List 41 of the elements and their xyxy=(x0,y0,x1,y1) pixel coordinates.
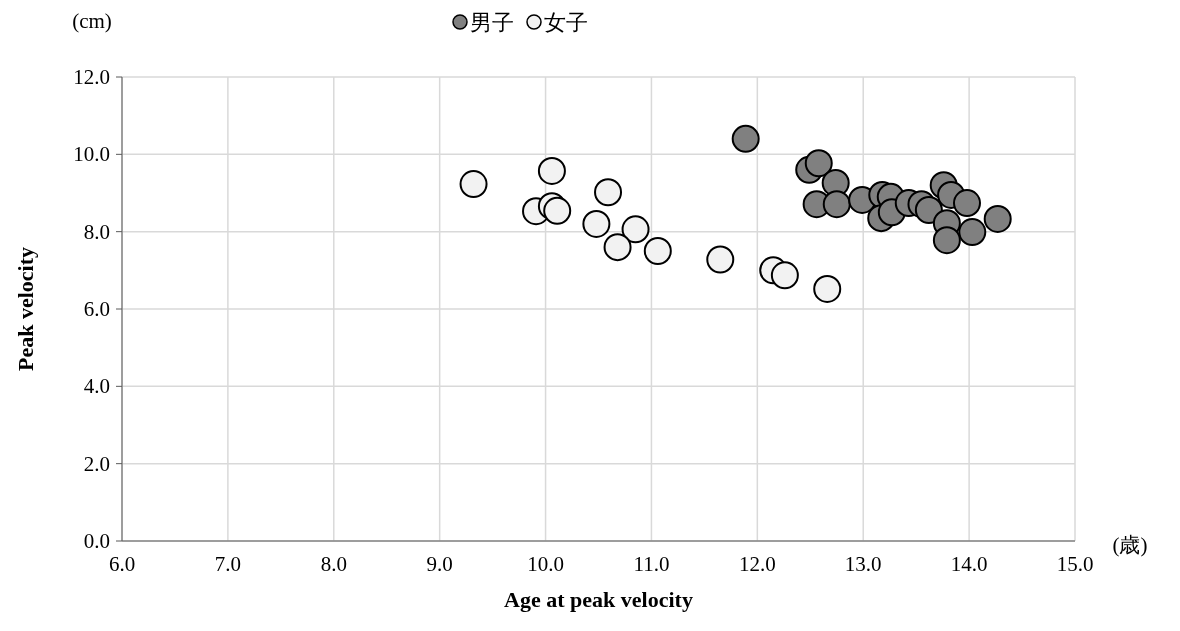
y-tick-label: 4.0 xyxy=(83,374,110,399)
point xyxy=(543,196,572,225)
x-axis-title: Age at peak velocity xyxy=(504,587,693,612)
x-tick-label: 7.0 xyxy=(214,552,242,576)
point xyxy=(822,190,851,219)
point xyxy=(537,156,566,185)
x-tick-label: 12.0 xyxy=(738,552,776,576)
point xyxy=(770,261,799,290)
point xyxy=(932,226,961,255)
y-tick-label: 0.0 xyxy=(83,529,110,553)
point xyxy=(731,124,760,153)
legend-label: 男子 xyxy=(470,10,514,35)
x-tick-label: 13.0 xyxy=(844,552,882,576)
point xyxy=(582,209,611,238)
point xyxy=(643,237,672,265)
point xyxy=(983,204,1012,233)
y-tick-label: 10.0 xyxy=(73,142,110,167)
y-tick-label: 12.0 xyxy=(73,65,110,89)
point xyxy=(813,274,842,303)
y-axis-title: Peak velocity xyxy=(13,246,38,372)
y-tick-label: 8.0 xyxy=(83,219,110,244)
point xyxy=(603,233,632,262)
y-tick-label: 6.0 xyxy=(83,297,110,321)
x-tick-label: 9.0 xyxy=(426,552,453,576)
text: (歳) xyxy=(1112,533,1148,557)
text: (cm) xyxy=(72,9,112,33)
point xyxy=(804,149,833,178)
x-tick-label: 11.0 xyxy=(633,552,670,576)
y-tick-label: 2.0 xyxy=(83,451,110,476)
point xyxy=(952,189,981,218)
legend-label: 女子 xyxy=(544,10,588,35)
x-tick-label: 8.0 xyxy=(320,552,347,576)
x-tick-label: 6.0 xyxy=(108,552,136,576)
x-tick-label: 14.0 xyxy=(950,552,988,576)
x-tick-label: 15.0 xyxy=(1056,552,1094,576)
point xyxy=(459,170,488,199)
point xyxy=(958,218,987,247)
x-tick-label: 10.0 xyxy=(527,552,564,576)
point xyxy=(594,178,623,207)
point xyxy=(706,245,735,274)
point xyxy=(621,215,650,244)
